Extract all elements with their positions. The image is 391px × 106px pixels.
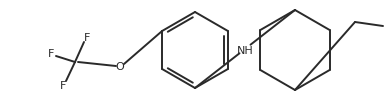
Text: F: F xyxy=(48,49,54,59)
Text: F: F xyxy=(60,81,66,91)
Text: O: O xyxy=(116,62,124,72)
Text: F: F xyxy=(84,33,90,43)
Text: NH: NH xyxy=(237,46,253,56)
